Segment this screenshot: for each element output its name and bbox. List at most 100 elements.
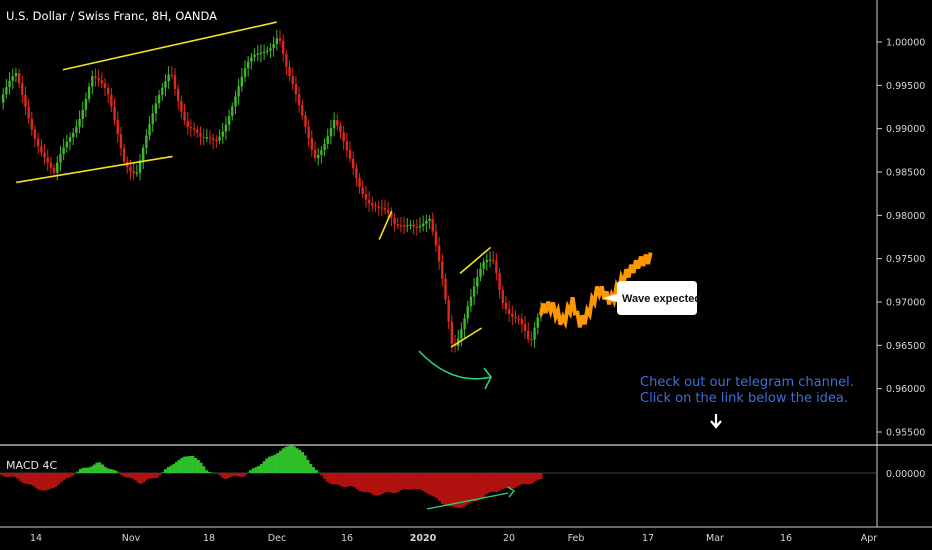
candle xyxy=(211,133,215,149)
trendline-small-leg[interactable] xyxy=(378,210,393,240)
macd-bar xyxy=(358,473,362,492)
price-axis[interactable]: 1.00000 0.99500 0.99000 0.98500 0.98000 0.975… xyxy=(877,38,925,439)
macd-pane[interactable]: MACD 4C 0.00000 xyxy=(0,445,925,510)
macd-bar xyxy=(303,455,307,473)
macd-bar xyxy=(465,473,469,505)
macd-bar xyxy=(106,468,110,473)
time-tick-label: 18 xyxy=(203,533,215,544)
time-tick-label: 16 xyxy=(341,533,353,544)
macd-bar xyxy=(380,473,384,495)
candle xyxy=(358,173,361,195)
macd-divergence-line[interactable] xyxy=(426,492,509,510)
candle xyxy=(221,122,224,144)
macd-bar xyxy=(424,473,428,493)
macd-bar xyxy=(459,473,463,508)
macd-bar xyxy=(522,473,526,485)
macd-bar xyxy=(265,458,269,473)
price-tick-label: 0.96500 xyxy=(886,341,925,352)
macd-bar xyxy=(111,469,115,473)
trendline-channel-lower[interactable] xyxy=(16,155,173,184)
price-pane[interactable] xyxy=(1,21,653,390)
macd-bar xyxy=(92,464,96,473)
candle xyxy=(240,68,244,93)
price-tick-label: 0.95500 xyxy=(886,428,925,439)
macd-bar xyxy=(396,473,400,492)
wave-bubble[interactable]: Wave expected xyxy=(603,281,701,315)
macd-bar xyxy=(311,467,315,473)
macd-bar xyxy=(169,465,173,473)
time-tick-label: 20 xyxy=(503,533,515,544)
candle xyxy=(476,269,479,295)
macd-bar xyxy=(276,452,280,473)
candle xyxy=(367,191,371,212)
candle xyxy=(320,145,323,164)
candle xyxy=(148,116,151,141)
candle xyxy=(183,103,186,125)
candle xyxy=(21,75,24,104)
macd-bar xyxy=(139,473,143,484)
candle xyxy=(425,214,428,233)
candle xyxy=(135,164,139,177)
candle xyxy=(205,128,209,143)
macd-bar xyxy=(279,450,283,473)
candle xyxy=(507,300,511,323)
time-axis[interactable]: 14 Nov 18 Dec 16 2020 20 Feb 17 Mar 16 Apr xyxy=(30,533,877,544)
candle xyxy=(530,331,533,347)
trendline-flag-b[interactable] xyxy=(450,327,483,348)
macd-bar xyxy=(46,473,50,491)
candle xyxy=(202,128,205,146)
macd-bar xyxy=(328,473,332,484)
candle xyxy=(393,213,396,232)
trendline-channel-upper[interactable] xyxy=(62,21,277,71)
macd-bar xyxy=(213,472,217,474)
macd-bar xyxy=(65,473,69,479)
macd-bar xyxy=(7,473,11,477)
candle xyxy=(145,129,148,155)
candle xyxy=(355,163,358,187)
macd-bar xyxy=(292,446,296,473)
price-tick-label: 0.99000 xyxy=(886,124,925,135)
macd-bar xyxy=(122,473,126,477)
candle xyxy=(520,313,524,333)
macd-bar xyxy=(320,473,324,476)
candle xyxy=(323,138,326,157)
candle xyxy=(485,253,489,271)
price-tick-label: 0.97500 xyxy=(886,254,925,265)
macd-bar xyxy=(210,472,214,473)
trendline-flag-a[interactable] xyxy=(459,246,492,275)
macd-bar xyxy=(374,473,378,496)
macd-bar xyxy=(427,473,431,495)
trend-drawings[interactable] xyxy=(16,21,492,348)
macd-bar xyxy=(155,473,159,478)
time-tick-label: Dec xyxy=(268,533,286,544)
macd-bar xyxy=(144,473,148,481)
candle xyxy=(167,66,170,89)
macd-bar xyxy=(325,473,329,482)
macd-bar xyxy=(98,462,102,473)
macd-zero-tick: 0.00000 xyxy=(886,469,925,480)
candle xyxy=(84,92,88,118)
macd-bar xyxy=(172,464,176,473)
candle xyxy=(75,119,78,138)
macd-bar xyxy=(177,459,181,473)
candle xyxy=(56,156,59,181)
candle xyxy=(24,86,27,116)
candle xyxy=(180,95,183,119)
macd-bar xyxy=(454,473,458,508)
telegram-note-line1: Check out our telegram channel. xyxy=(640,375,854,390)
bubble-label: Wave expected xyxy=(622,293,701,305)
candle xyxy=(119,127,123,157)
candle xyxy=(399,217,403,233)
candle xyxy=(81,101,84,128)
macd-bar xyxy=(262,461,266,473)
macd-bar xyxy=(468,473,472,503)
candle xyxy=(457,329,460,351)
macd-bar xyxy=(89,466,93,473)
green-arc-drawing[interactable] xyxy=(418,350,492,380)
candle xyxy=(294,75,298,103)
macd-bar xyxy=(525,473,529,485)
candle xyxy=(100,72,104,89)
arrow-head-icon xyxy=(507,486,516,498)
macd-bar xyxy=(503,473,507,489)
